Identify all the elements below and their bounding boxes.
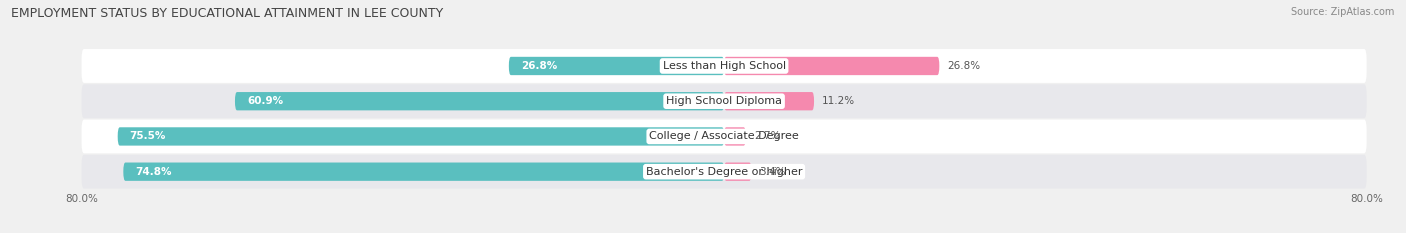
FancyBboxPatch shape — [82, 49, 1367, 83]
FancyBboxPatch shape — [118, 127, 724, 146]
Text: 26.8%: 26.8% — [520, 61, 557, 71]
Text: 2.7%: 2.7% — [754, 131, 780, 141]
Text: High School Diploma: High School Diploma — [666, 96, 782, 106]
Text: Source: ZipAtlas.com: Source: ZipAtlas.com — [1291, 7, 1395, 17]
Text: 26.8%: 26.8% — [948, 61, 980, 71]
Text: Bachelor's Degree or higher: Bachelor's Degree or higher — [645, 167, 803, 177]
FancyBboxPatch shape — [82, 120, 1367, 153]
FancyBboxPatch shape — [724, 163, 751, 181]
FancyBboxPatch shape — [509, 57, 724, 75]
Text: 74.8%: 74.8% — [135, 167, 172, 177]
Text: 60.9%: 60.9% — [247, 96, 283, 106]
FancyBboxPatch shape — [235, 92, 724, 110]
FancyBboxPatch shape — [724, 127, 745, 146]
Text: EMPLOYMENT STATUS BY EDUCATIONAL ATTAINMENT IN LEE COUNTY: EMPLOYMENT STATUS BY EDUCATIONAL ATTAINM… — [11, 7, 443, 20]
Text: 75.5%: 75.5% — [129, 131, 166, 141]
Text: Less than High School: Less than High School — [662, 61, 786, 71]
Text: College / Associate Degree: College / Associate Degree — [650, 131, 799, 141]
FancyBboxPatch shape — [124, 163, 724, 181]
Text: 3.4%: 3.4% — [759, 167, 786, 177]
FancyBboxPatch shape — [82, 155, 1367, 188]
FancyBboxPatch shape — [724, 57, 939, 75]
Text: 11.2%: 11.2% — [823, 96, 855, 106]
FancyBboxPatch shape — [724, 92, 814, 110]
FancyBboxPatch shape — [82, 84, 1367, 118]
